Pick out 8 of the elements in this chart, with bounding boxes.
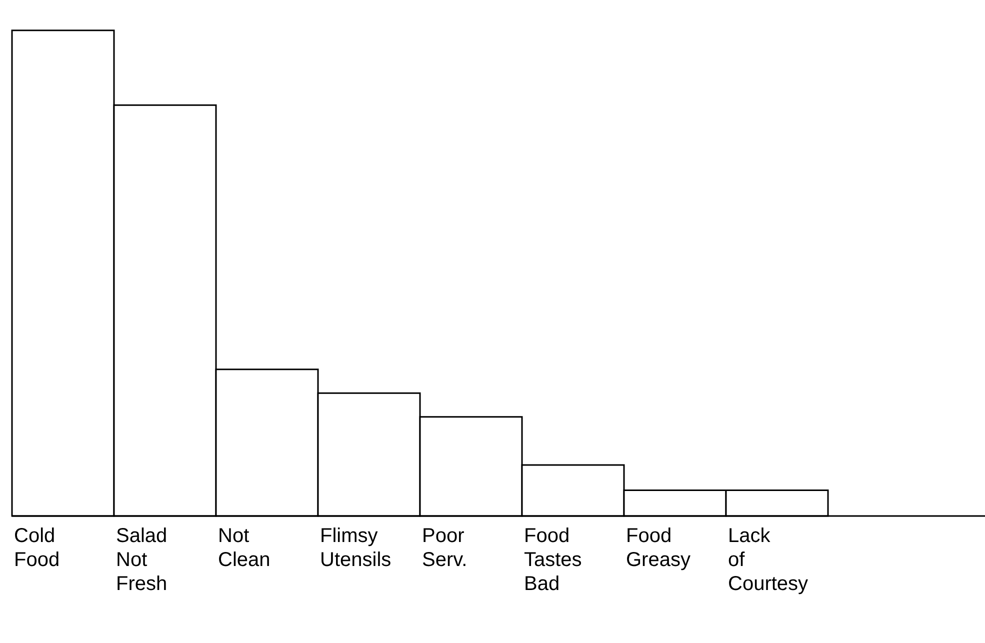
x-tick-label: Lack of Courtesy [728,525,808,595]
x-tick-label: Cold Food [14,525,60,571]
x-tick-label: Salad Not Fresh [116,525,168,595]
x-tick-label: Food Greasy [626,525,690,571]
x-tick-label: Poor Serv. [422,525,468,571]
x-tick-label: Not Clean [218,525,270,571]
x-tick-label: Food Tastes Bad [524,525,582,595]
x-tick-label: Flimsy Utensils [320,525,392,571]
